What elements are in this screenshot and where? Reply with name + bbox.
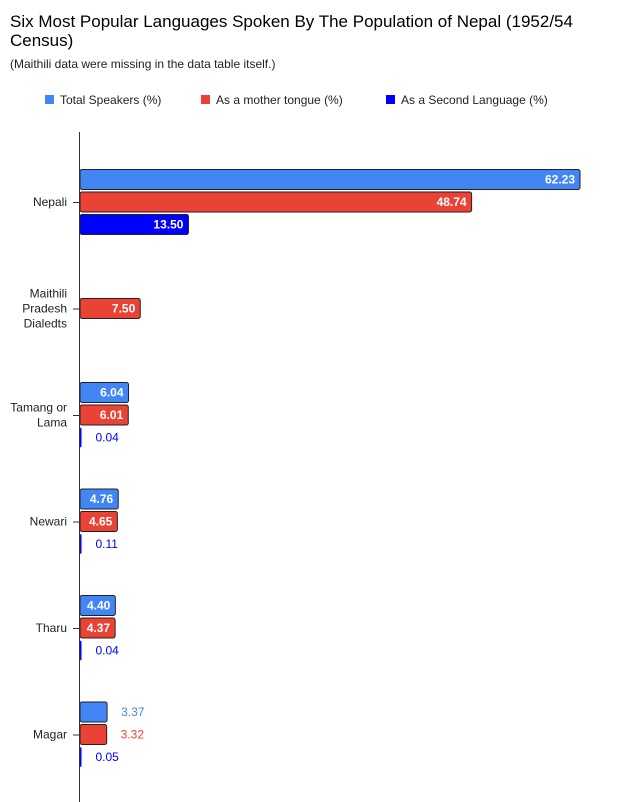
data-label-5-0: 3.37 — [121, 705, 145, 719]
legend-label-2: As a Second Language (%) — [401, 93, 548, 107]
category-label-0: Nepali — [33, 195, 67, 209]
data-label-0-0: 62.23 — [545, 173, 575, 187]
category-label-2: Tamang or Lama — [10, 401, 67, 430]
data-label-1-1: 7.50 — [112, 302, 136, 316]
bars-layer: 62.23 48.74 13.50 7.50 6.04 6.01 0.04 4.76 4.65 0… — [79, 169, 581, 767]
data-label-4-1: 4.37 — [87, 621, 111, 635]
bar-3-2 — [80, 534, 82, 554]
chart-title-line-2: Census) — [10, 31, 73, 50]
legend-swatch-1 — [201, 95, 210, 104]
data-label-3-1: 4.65 — [89, 515, 113, 529]
data-label-4-2: 0.04 — [96, 644, 120, 658]
data-label-5-1: 3.32 — [121, 728, 145, 742]
data-label-2-0: 6.04 — [100, 386, 124, 400]
data-label-3-2: 0.11 — [96, 537, 119, 551]
legend-swatch-2 — [386, 95, 395, 104]
chart-title-line-1: Six Most Popular Languages Spoken By The… — [10, 12, 573, 31]
chart-title: Six Most Popular Languages Spoken By The… — [10, 12, 573, 50]
data-label-3-0: 4.76 — [90, 492, 114, 506]
bar-4-2 — [80, 640, 82, 661]
category-label-3: Newari — [30, 515, 67, 529]
bar-5-1 — [79, 724, 108, 745]
data-label-0-1: 48.74 — [437, 195, 467, 209]
legend-label-1: As a mother tongue (%) — [216, 93, 343, 107]
category-labels: Nepali Maithili Pradesh Dialedts Tamang or La… — [10, 195, 80, 742]
category-label-1: Maithili Pradesh Dialedts — [22, 287, 67, 331]
data-label-5-2: 0.05 — [96, 750, 120, 764]
bar-5-0 — [79, 701, 108, 723]
legend-label-0: Total Speakers (%) — [60, 93, 161, 107]
data-label-2-2: 0.04 — [96, 431, 120, 445]
data-label-2-1: 6.01 — [100, 408, 124, 422]
legend: Total Speakers (%) As a mother tongue (%)… — [45, 93, 548, 107]
data-label-4-0: 4.40 — [87, 599, 111, 613]
bar-2-2 — [80, 427, 82, 448]
chart-subtitle: (Maithili data were missing in the data … — [10, 57, 275, 71]
bar-5-2 — [80, 747, 82, 767]
bar-0-0 — [79, 169, 581, 190]
bar-0-1 — [79, 191, 473, 213]
legend-swatch-0 — [45, 95, 54, 104]
data-label-0-2: 13.50 — [153, 218, 183, 232]
category-label-4: Tharu — [36, 621, 67, 635]
category-label-5: Magar — [33, 728, 67, 742]
